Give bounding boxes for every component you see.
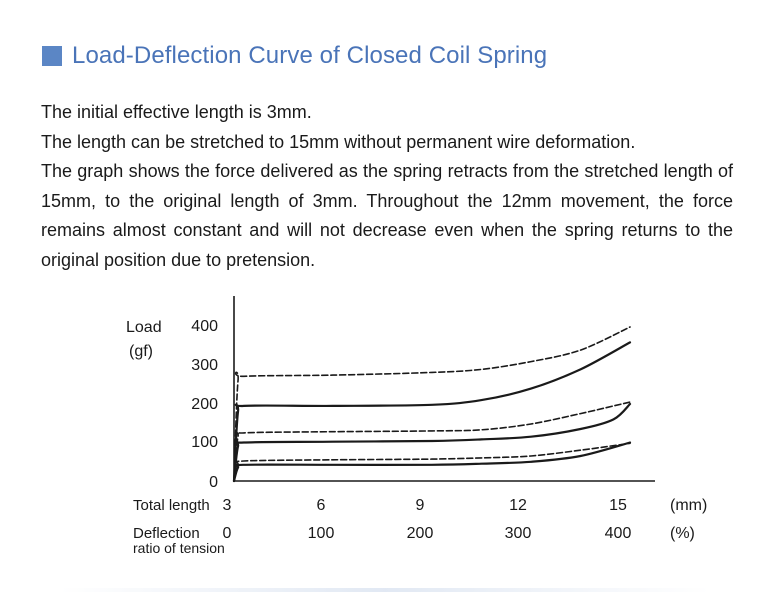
x-ratio-label-line2: ratio of tension [133,540,225,556]
x-ratio-unit: (%) [670,525,695,542]
x-ratio-tick-label: 400 [605,525,632,542]
y-tick-label: 300 [191,357,218,374]
x-ratio-tick-label: 300 [505,525,532,542]
bottom-fade-divider [60,588,710,592]
y-tick-label: 400 [191,318,218,335]
series-line-spring-1-dashed [233,442,631,482]
x-length-tick-label: 15 [609,497,627,514]
x-ratio-tick-label: 0 [223,525,232,542]
page-title: Load-Deflection Curve of Closed Coil Spr… [42,42,547,70]
x-length-tick-label: 12 [509,497,527,514]
y-tick-label: 0 [209,474,218,491]
y-axis-label-load: Load [126,319,162,336]
x-ratio-tick-label: 100 [308,525,335,542]
x-length-tick-label: 3 [223,497,232,514]
x-ratio-label-line1: Deflection [133,525,200,542]
title-text: Load-Deflection Curve of Closed Coil Spr… [72,42,548,69]
x-ratio-tick-label: 200 [407,525,434,542]
x-length-label: Total length [133,497,210,514]
description: The initial effective length is 3mm. The… [41,98,733,275]
series-line-spring-1-solid [232,441,632,483]
series-line-spring-3-dashed [233,326,631,482]
description-line-1: The initial effective length is 3mm. [41,102,312,122]
x-length-tick-label: 9 [416,497,425,514]
y-tick-label: 100 [191,434,218,451]
description-paragraph: The graph shows the force delivered as t… [41,161,733,270]
title-square-icon [42,46,62,66]
series-line-spring-3-solid [232,341,632,483]
x-length-tick-label: 6 [317,497,326,514]
description-line-2: The length can be stretched to 15mm with… [41,131,636,152]
y-axis-label-unit: (gf) [129,343,153,360]
y-tick-label: 200 [191,396,218,413]
x-length-unit: (mm) [670,497,707,514]
